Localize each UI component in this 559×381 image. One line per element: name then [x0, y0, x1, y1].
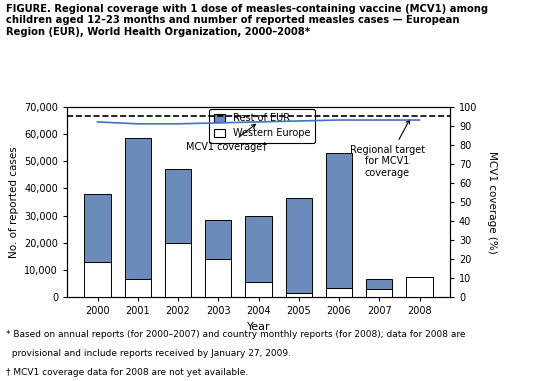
Text: Regional target
for MCV1
coverage: Regional target for MCV1 coverage — [350, 120, 425, 178]
Bar — [125, 138, 151, 280]
Bar — [406, 277, 433, 297]
X-axis label: Year: Year — [247, 322, 271, 332]
Text: FIGURE. Regional coverage with 1 dose of measles-containing vaccine (MCV1) among: FIGURE. Regional coverage with 1 dose of… — [6, 4, 487, 37]
Text: MCV1 coverage†: MCV1 coverage† — [186, 124, 267, 152]
Bar — [326, 153, 352, 288]
Legend: Rest of EUR, Western Europe: Rest of EUR, Western Europe — [209, 109, 315, 143]
Bar — [205, 259, 231, 297]
Text: * Based on annual reports (for 2000–2007) and country monthly reports (for 2008): * Based on annual reports (for 2000–2007… — [6, 330, 465, 339]
Bar — [245, 216, 272, 282]
Y-axis label: No. of reported cases: No. of reported cases — [8, 146, 18, 258]
Bar — [326, 288, 352, 297]
Bar — [366, 289, 392, 297]
Bar — [165, 169, 191, 243]
Bar — [286, 198, 312, 293]
Bar — [84, 262, 111, 297]
Bar — [165, 243, 191, 297]
Text: † MCV1 coverage data for 2008 are not yet available.: † MCV1 coverage data for 2008 are not ye… — [6, 368, 248, 377]
Text: provisional and include reports received by January 27, 2009.: provisional and include reports received… — [6, 349, 291, 358]
Bar — [286, 293, 312, 297]
Bar — [366, 280, 392, 289]
Y-axis label: MCV1 coverage (%): MCV1 coverage (%) — [487, 150, 497, 253]
Bar — [125, 280, 151, 297]
Bar — [245, 282, 272, 297]
Bar — [84, 194, 111, 262]
Bar — [205, 219, 231, 259]
